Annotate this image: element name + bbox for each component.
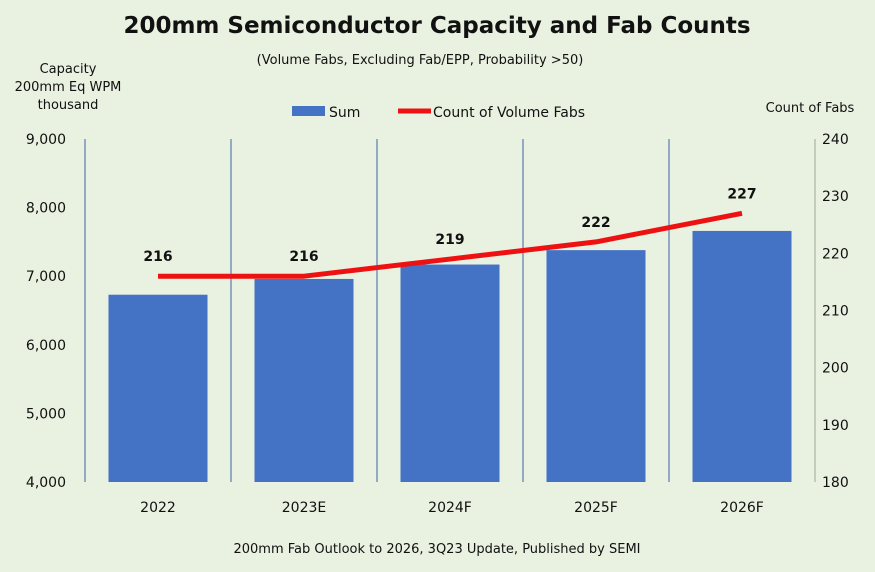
right-axis-title: Count of Fabs (766, 101, 855, 116)
right-axis-tick-label: 240 (822, 132, 849, 148)
data-label-fab-count: 222 (581, 215, 610, 231)
right-axis-tick-label: 210 (822, 304, 849, 320)
legend: Sum Count of Volume Fabs (292, 105, 585, 121)
left-axis-title-line-2: 200mm Eq WPM (15, 80, 122, 95)
bar-sum (546, 250, 646, 482)
right-axis-tick-label: 200 (822, 361, 849, 377)
chart-subtitle: (Volume Fabs, Excluding Fab/EPP, Probabi… (257, 53, 584, 68)
x-axis-tick-label: 2023E (282, 500, 326, 516)
legend-sum-swatch (292, 106, 325, 116)
left-axis-tick-label: 5,000 (26, 406, 66, 422)
bar-sum (254, 278, 354, 482)
left-axis-tick-label: 8,000 (26, 201, 66, 217)
right-axis-tick-label: 190 (822, 418, 849, 434)
bar-sum (108, 294, 208, 482)
x-axis-tick-label: 2025F (574, 500, 618, 516)
plot-area: 4,000 5,000 6,000 7,000 8,000 9,000 180 190 200 2… (26, 132, 849, 516)
data-label-fab-count: 216 (289, 249, 318, 265)
data-label-fab-count: 227 (727, 186, 756, 202)
chart-footer: 200mm Fab Outlook to 2026, 3Q23 Update, … (233, 542, 640, 557)
left-axis-tick-label: 4,000 (26, 475, 66, 491)
left-axis-title-line-3: thousand (38, 98, 99, 113)
left-axis-tick-label: 6,000 (26, 338, 66, 354)
chart-title: 200mm Semiconductor Capacity and Fab Cou… (123, 13, 750, 39)
x-axis-tick-label: 2026F (720, 500, 764, 516)
legend-sum-label: Sum (329, 105, 360, 121)
data-label-fab-count: 216 (143, 249, 172, 265)
x-axis-tick-label: 2024F (428, 500, 472, 516)
right-axis-tick-label: 220 (822, 246, 849, 262)
x-axis-tick-label: 2022 (140, 500, 176, 516)
data-label-fab-count: 219 (435, 232, 464, 248)
left-axis-tick-label: 9,000 (26, 132, 66, 148)
right-axis-tick-label: 230 (822, 189, 849, 205)
bar-sum (692, 230, 792, 482)
bar-sum (400, 264, 500, 482)
legend-fab-count-label: Count of Volume Fabs (433, 105, 585, 121)
right-axis-tick-label: 180 (822, 475, 849, 491)
left-axis-tick-label: 7,000 (26, 269, 66, 285)
left-axis-title-line-1: Capacity (40, 62, 97, 77)
line-fab-count (158, 210, 743, 279)
